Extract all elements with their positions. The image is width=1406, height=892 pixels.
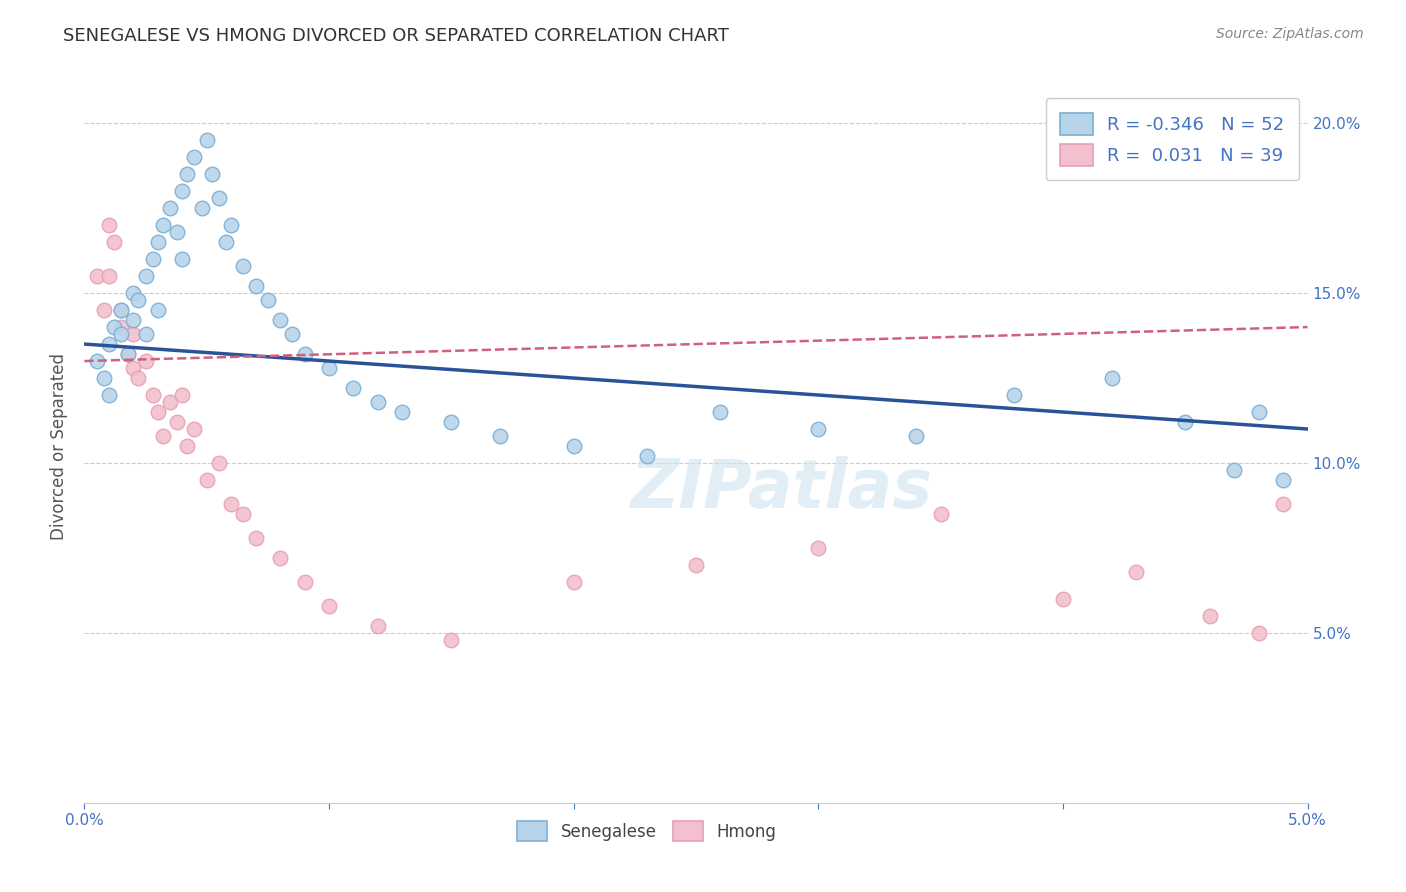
Point [562,439,585,453]
Point [1272,497,1295,511]
Point [93,371,115,385]
Point [135,354,157,368]
Point [97,388,120,402]
Point [281,326,304,341]
Point [122,313,145,327]
Point [86,354,108,368]
Point [391,405,413,419]
Point [1101,371,1123,385]
Point [1125,565,1147,579]
Point [86,269,108,284]
Legend: Senegalese, Hmong: Senegalese, Hmong [510,814,783,848]
Point [1247,405,1270,419]
Point [294,574,316,589]
Point [367,619,389,633]
Point [929,507,952,521]
Point [176,167,198,181]
Point [208,191,231,205]
Point [127,371,149,385]
Point [117,347,139,361]
Point [294,347,316,361]
Point [807,541,830,555]
Y-axis label: Divorced or Separated: Divorced or Separated [51,352,69,540]
Point [709,405,731,419]
Point [1247,626,1270,640]
Text: SENEGALESE VS HMONG DIVORCED OR SEPARATED CORRELATION CHART: SENEGALESE VS HMONG DIVORCED OR SEPARATE… [63,27,730,45]
Point [245,279,267,293]
Point [191,201,214,215]
Point [135,269,157,284]
Point [146,235,169,249]
Point [269,551,291,566]
Point [159,394,181,409]
Point [318,360,340,375]
Point [166,415,188,429]
Point [122,360,145,375]
Point [367,394,389,409]
Point [636,449,658,463]
Point [245,531,267,545]
Point [159,201,181,215]
Point [110,303,132,318]
Point [93,303,115,318]
Point [183,150,205,164]
Text: Source: ZipAtlas.com: Source: ZipAtlas.com [1216,27,1364,41]
Point [172,252,194,266]
Point [232,507,254,521]
Point [489,429,512,443]
Point [172,184,194,198]
Point [176,439,198,453]
Point [103,320,125,334]
Point [219,218,242,232]
Point [110,303,132,318]
Point [905,429,928,443]
Point [685,558,707,572]
Point [257,293,280,307]
Point [142,252,165,266]
Point [1223,463,1246,477]
Point [219,497,242,511]
Point [127,293,149,307]
Point [195,473,218,487]
Point [152,429,174,443]
Point [152,218,174,232]
Point [166,225,188,239]
Point [172,388,194,402]
Point [215,235,238,249]
Point [146,303,169,318]
Point [269,313,291,327]
Point [1272,473,1295,487]
Point [318,599,340,613]
Point [97,218,120,232]
Point [195,133,218,147]
Point [142,388,165,402]
Point [562,574,585,589]
Point [1174,415,1197,429]
Point [1052,591,1074,606]
Point [103,235,125,249]
Text: ZIPatlas: ZIPatlas [631,456,932,522]
Point [110,320,132,334]
Point [122,326,145,341]
Point [232,259,254,273]
Point [208,456,231,470]
Point [200,167,222,181]
Point [97,337,120,351]
Point [183,422,205,436]
Point [440,632,463,647]
Point [1002,388,1025,402]
Point [1198,608,1220,623]
Point [440,415,463,429]
Point [110,326,132,341]
Point [117,347,139,361]
Point [342,381,364,395]
Point [146,405,169,419]
Point [135,326,157,341]
Point [97,269,120,284]
Point [122,286,145,301]
Point [807,422,830,436]
